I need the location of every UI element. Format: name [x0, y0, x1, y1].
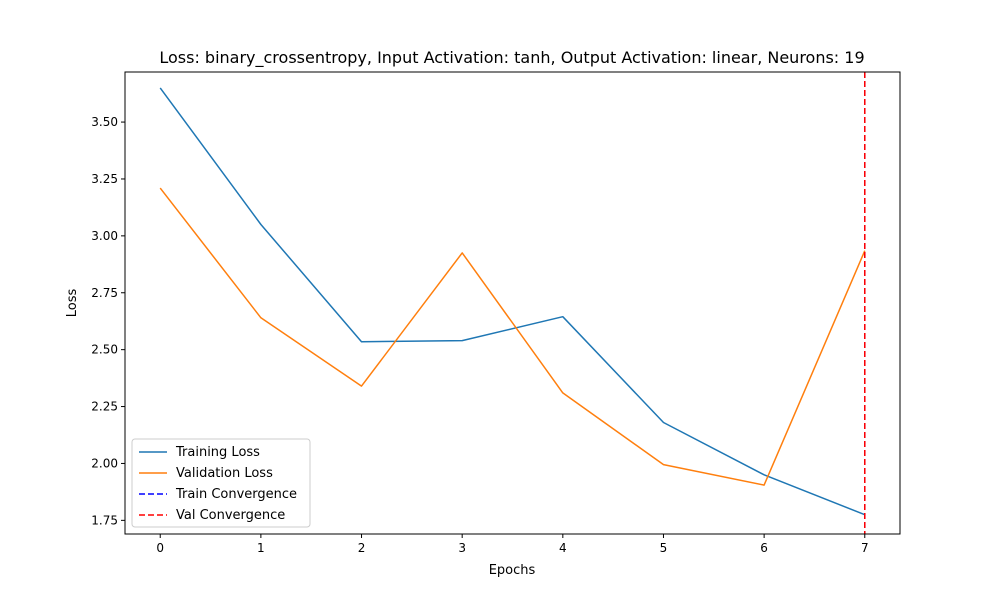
x-axis-label: Epochs	[489, 563, 536, 578]
y-axis-ticks: 1.75 2.00 2.25 2.50 2.75 3.00 3.25 3.50	[91, 115, 125, 527]
legend-entry-label: Val Convergence	[176, 508, 285, 523]
x-tick-label: 7	[861, 541, 869, 555]
x-tick-label: 1	[257, 541, 265, 555]
chart-title: Loss: binary_crossentropy, Input Activat…	[159, 48, 864, 68]
x-tick-label: 6	[760, 541, 768, 555]
legend: Training Loss Validation Loss Train Conver…	[131, 438, 311, 528]
y-tick-label: 3.00	[91, 229, 118, 243]
y-tick-label: 3.50	[91, 115, 118, 129]
y-tick-label: 2.25	[91, 400, 118, 414]
series-line-1	[159, 187, 866, 486]
y-tick-label: 1.75	[91, 513, 118, 527]
x-tick-label: 5	[660, 541, 668, 555]
y-axis-label: Loss	[65, 289, 80, 318]
series-layer	[159, 87, 866, 516]
y-tick-label: 2.00	[91, 456, 118, 470]
series-line-0	[159, 87, 866, 516]
x-tick-label: 4	[559, 541, 567, 555]
x-tick-label: 0	[156, 541, 164, 555]
legend-entry-label: Training Loss	[175, 445, 260, 460]
x-tick-label: 3	[458, 541, 466, 555]
x-axis-ticks: 0 1 2 3 4 5 6 7	[156, 534, 869, 555]
y-tick-label: 2.75	[91, 286, 118, 300]
plot-frame	[124, 71, 901, 535]
y-tick-label: 3.25	[91, 172, 118, 186]
legend-entry-label: Validation Loss	[176, 466, 273, 481]
legend-box	[131, 438, 311, 528]
y-tick-label: 2.50	[91, 343, 118, 357]
x-tick-label: 2	[358, 541, 366, 555]
legend-entry-label: Train Convergence	[175, 487, 297, 502]
